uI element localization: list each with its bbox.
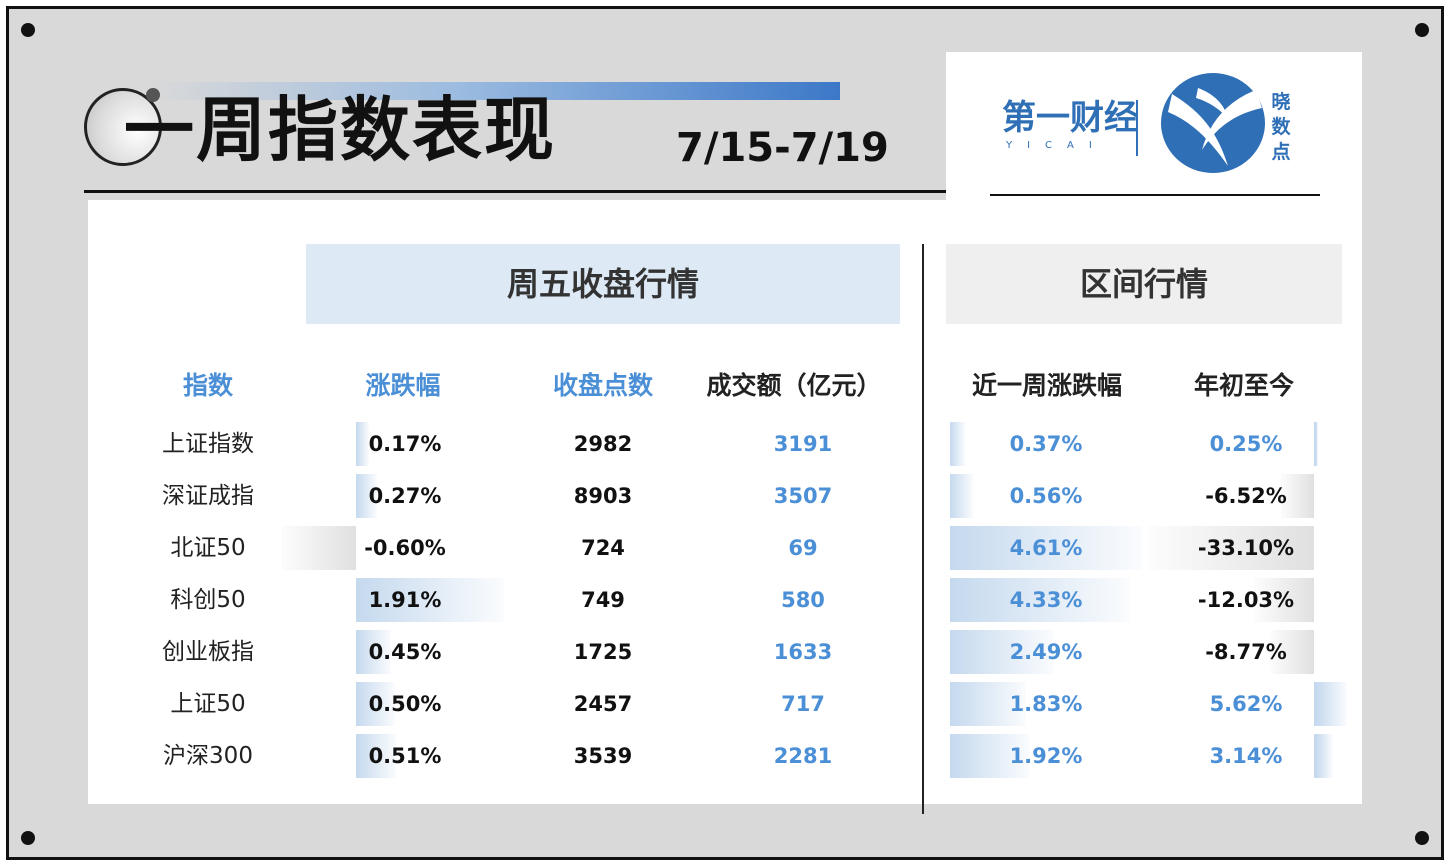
page-title: 一周指数表现 (124, 89, 556, 171)
index-name: 深证成指 (162, 483, 254, 509)
title-accent-bar (150, 82, 840, 100)
table-row: 科创50 1.91% 749 580 4.33% -12.03% (88, 578, 1362, 622)
week-change-bar (950, 526, 1142, 570)
week-change-value: 4.61% (1009, 536, 1083, 560)
close-value: 3539 (573, 744, 633, 768)
title-block: 一周指数表现 7/15-7/19 (84, 80, 944, 192)
change-value: 1.91% (368, 588, 442, 612)
week-change-value: 0.37% (1009, 432, 1083, 456)
col-header-close: 收盘点数 (552, 371, 653, 400)
turnover-value: 1633 (773, 640, 833, 664)
week-change-value: 1.83% (1009, 692, 1083, 716)
yicai-logo-subtext: YICAI (1006, 140, 1107, 151)
table-row: 上证50 0.50% 2457 717 1.83% 5.62% (88, 682, 1362, 726)
index-name: 上证指数 (162, 431, 254, 457)
title-ring-dot-icon (146, 88, 160, 102)
xiaoshudian-logo-icon (1161, 73, 1265, 173)
ytd-value: 5.62% (1209, 692, 1283, 716)
index-name: 北证50 (170, 535, 246, 561)
corner-dot-bottom-left (21, 831, 35, 845)
change-bar (356, 422, 370, 466)
ytd-bar (1281, 474, 1314, 518)
change-value: 0.51% (368, 744, 442, 768)
change-value: 0.50% (368, 692, 442, 716)
ytd-value: -8.77% (1205, 640, 1287, 664)
week-change-bar (950, 474, 974, 518)
corner-dot-top-right (1415, 23, 1429, 37)
close-value: 1725 (573, 640, 633, 664)
week-change-value: 1.92% (1009, 744, 1083, 768)
index-name: 科创50 (170, 587, 246, 613)
week-change-value: 0.56% (1009, 484, 1083, 508)
table-row: 深证成指 0.27% 8903 3507 0.56% -6.52% (88, 474, 1362, 518)
ytd-bar (1270, 630, 1314, 674)
turnover-value: 580 (781, 588, 825, 612)
col-header-week-change: 近一周涨跌幅 (971, 371, 1122, 400)
change-bar (356, 734, 396, 778)
xiaoshudian-logo-text: 晓数点 (1271, 91, 1291, 163)
col-header-index: 指数 (182, 371, 233, 400)
week-change-bar (950, 578, 1131, 622)
ytd-bar (1314, 422, 1318, 466)
week-change-bar (950, 630, 1054, 674)
change-bar (356, 578, 504, 622)
change-value: 0.17% (368, 432, 442, 456)
week-change-bar (950, 734, 1030, 778)
ytd-value: 3.14% (1209, 744, 1283, 768)
ytd-bar (1253, 578, 1314, 622)
logo-separator (1136, 100, 1138, 156)
turnover-value: 2281 (773, 744, 833, 768)
ytd-bar (1314, 734, 1334, 778)
ytd-value: -12.03% (1197, 588, 1295, 612)
turnover-value: 717 (781, 692, 825, 716)
close-value: 2982 (573, 432, 633, 456)
col-header-change: 涨跌幅 (365, 371, 441, 400)
close-value: 8903 (573, 484, 633, 508)
friday-close-header: 周五收盘行情 (306, 244, 900, 324)
change-value: 0.27% (368, 484, 442, 508)
ytd-value: 0.25% (1209, 432, 1283, 456)
ytd-value: -6.52% (1205, 484, 1287, 508)
ytd-bar (1148, 526, 1314, 570)
table-row: 上证指数 0.17% 2982 3191 0.37% 0.25% (88, 422, 1362, 466)
logo-box: 第一财经 YICAI 晓数点 (946, 52, 1362, 202)
date-range: 7/15-7/19 (676, 125, 889, 171)
section-divider (922, 244, 924, 814)
table-row: 创业板指 0.45% 1725 1633 2.49% -8.77% (88, 630, 1362, 674)
table-panel: 周五收盘行情 区间行情 指数 涨跌幅 收盘点数 成交额（亿元） 近一周涨跌幅 年… (88, 200, 1362, 814)
col-header-ytd: 年初至今 (1193, 371, 1294, 400)
close-value: 749 (581, 588, 625, 612)
change-bar (356, 682, 395, 726)
turnover-value: 3507 (773, 484, 833, 508)
close-value: 2457 (573, 692, 633, 716)
change-bar (281, 526, 356, 570)
week-change-bar (950, 422, 966, 466)
change-value: 0.45% (368, 640, 442, 664)
table-row: 沪深300 0.51% 3539 2281 1.92% 3.14% (88, 734, 1362, 778)
index-name: 上证50 (170, 691, 246, 717)
change-value: -0.60% (364, 536, 446, 560)
period-header: 区间行情 (946, 244, 1342, 324)
week-change-bar (950, 682, 1027, 726)
logo-underline (990, 194, 1320, 196)
ytd-value: -33.10% (1197, 536, 1295, 560)
corner-dot-top-left (21, 23, 35, 37)
index-name: 沪深300 (163, 743, 253, 769)
close-value: 724 (581, 536, 625, 560)
week-change-value: 2.49% (1009, 640, 1083, 664)
corner-dot-bottom-right (1415, 831, 1429, 845)
change-bar (356, 474, 377, 518)
table-row: 北证50 -0.60% 724 69 4.61% -33.10% (88, 526, 1362, 570)
turnover-value: 3191 (773, 432, 833, 456)
turnover-value: 69 (788, 536, 818, 560)
week-change-value: 4.33% (1009, 588, 1083, 612)
title-underline (84, 190, 946, 193)
col-header-turnover: 成交额（亿元） (706, 371, 882, 400)
change-bar (356, 630, 391, 674)
yicai-logo-text: 第一财经 (1002, 98, 1138, 138)
ytd-bar (1314, 682, 1347, 726)
index-name: 创业板指 (162, 639, 254, 665)
